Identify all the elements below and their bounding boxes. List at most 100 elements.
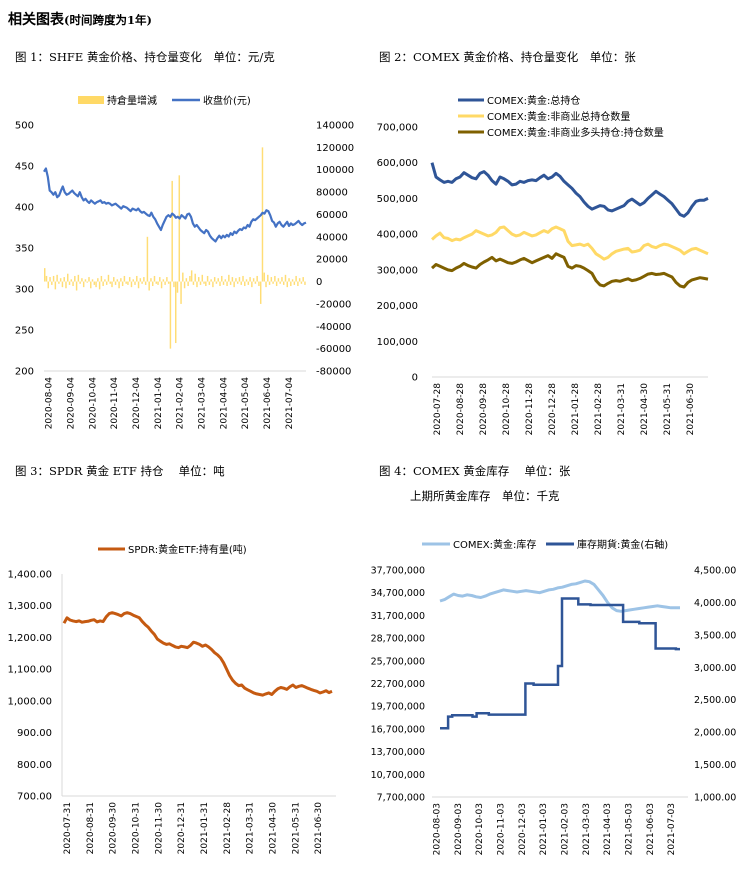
fig1-ytick-right: 140000 bbox=[316, 121, 354, 132]
fig1-xtick: 2021-03-04 bbox=[197, 377, 207, 430]
fig4-ytick-left: 13,700,000 bbox=[371, 747, 425, 758]
fig1-ytick-left: 250 bbox=[15, 326, 34, 337]
fig1-bar bbox=[219, 281, 221, 287]
fig1-bar bbox=[249, 277, 251, 282]
fig1-bar bbox=[47, 281, 50, 289]
fig1-ytick-right: 120000 bbox=[316, 143, 354, 154]
fig1-bar bbox=[157, 281, 159, 285]
fig1-bar bbox=[217, 278, 219, 282]
fig1-xtick: 2021-02-04 bbox=[176, 377, 186, 430]
fig4-xtick: 2021-04-03 bbox=[603, 803, 613, 855]
fig1-bar bbox=[229, 281, 232, 285]
fig1-ytick-right: -40000 bbox=[316, 322, 351, 333]
fig1-bar bbox=[222, 281, 225, 285]
fig2-xtick: 2021-01-28 bbox=[571, 383, 581, 436]
fig3-xtick: 2021-02-28 bbox=[223, 802, 233, 855]
section-title: 相关图表(时间跨度为1年) bbox=[8, 12, 152, 28]
fig1-bar bbox=[113, 277, 115, 282]
fig1-bar bbox=[59, 278, 62, 282]
fig2-xtick: 2020-12-28 bbox=[548, 383, 558, 436]
fig1-bar bbox=[114, 281, 117, 285]
fig1-xtick: 2021-06-04 bbox=[263, 377, 273, 430]
fig2-series-line bbox=[430, 225, 709, 261]
fig1-bar bbox=[93, 281, 96, 285]
fig1-bar bbox=[263, 272, 265, 282]
fig4-ytick-left: 28,700,000 bbox=[371, 634, 425, 645]
fig4-xtick: 2020-08-03 bbox=[432, 803, 442, 855]
fig1-bar bbox=[284, 274, 287, 282]
fig1-ytick-right: 0 bbox=[316, 277, 322, 288]
fig1-bar bbox=[159, 277, 161, 282]
fig1-bar bbox=[67, 273, 69, 282]
fig1-bar bbox=[300, 281, 303, 284]
fig2-ytick: 700,000 bbox=[377, 123, 418, 134]
fig3-series-line bbox=[62, 611, 333, 697]
fig1-bar bbox=[208, 281, 211, 285]
fig1-bar bbox=[187, 281, 189, 287]
fig1-bar bbox=[256, 275, 258, 282]
fig1-bar bbox=[49, 277, 51, 282]
fig1-bar bbox=[199, 281, 202, 285]
fig1-bar bbox=[167, 281, 170, 284]
fig1-bar bbox=[68, 281, 71, 285]
fig2-ytick: 0 bbox=[412, 373, 418, 384]
fig1-bar bbox=[51, 281, 53, 285]
fig1-bar bbox=[130, 281, 133, 288]
fig1-bar bbox=[102, 281, 104, 287]
fig1-bar bbox=[82, 281, 85, 288]
fig1-bar bbox=[180, 281, 182, 304]
fig2-xtick: 2021-03-31 bbox=[617, 383, 627, 435]
fig1-ytick-left: 200 bbox=[15, 367, 34, 378]
fig1-bar bbox=[247, 281, 250, 285]
fig1-bar bbox=[160, 281, 163, 289]
fig4-comex-line bbox=[439, 579, 680, 613]
fig3-xtick: 2020-09-30 bbox=[109, 802, 119, 855]
fig1-bar bbox=[279, 281, 281, 284]
fig2-ytick: 100,000 bbox=[377, 337, 418, 348]
fig1-bar bbox=[139, 278, 142, 282]
fig1-bar bbox=[70, 279, 73, 282]
fig1-bar bbox=[203, 281, 205, 284]
fig1-bar bbox=[79, 281, 81, 284]
fig2-xtick: 2020-08-28 bbox=[456, 383, 466, 436]
fig1-bar bbox=[105, 281, 108, 285]
fig1-bar bbox=[52, 275, 55, 282]
fig3-ytick: 1,200.00 bbox=[7, 633, 52, 644]
fig1-xtick: 2020-10-04 bbox=[88, 377, 98, 430]
fig1-bar bbox=[240, 281, 242, 285]
fig2-legend-label: COMEX:黄金:非商业多头持仓:持仓数量 bbox=[487, 126, 664, 139]
fig1-legend-swatch-oi bbox=[78, 96, 104, 104]
fig1-bar bbox=[91, 279, 94, 282]
fig1-bar bbox=[201, 274, 204, 282]
fig2-series-line bbox=[430, 162, 709, 218]
fig1-bar bbox=[88, 277, 90, 282]
fig1-xtick: 2021-04-04 bbox=[219, 377, 229, 430]
fig1-bar bbox=[182, 272, 184, 282]
fig3-xtick: 2021-06-30 bbox=[314, 802, 324, 855]
fig1-xtick: 2020-12-04 bbox=[132, 377, 142, 430]
fig1-bar bbox=[169, 281, 172, 349]
fig1-bar bbox=[162, 279, 165, 282]
fig1-bar bbox=[97, 278, 99, 282]
fig1-bar bbox=[213, 277, 216, 282]
fig1-xtick: 2020-11-04 bbox=[110, 377, 120, 430]
fig1-bar bbox=[173, 281, 175, 288]
fig3-xtick: 2020-10-31 bbox=[131, 802, 141, 854]
fig3-xtick: 2021-05-31 bbox=[291, 802, 301, 854]
fig1-price-line bbox=[43, 167, 307, 243]
fig4-xtick: 2020-10-03 bbox=[475, 803, 485, 855]
fig1-bar bbox=[141, 281, 143, 284]
fig1-bar bbox=[215, 281, 218, 284]
fig4-ytick-left: 37,700,000 bbox=[371, 566, 425, 577]
fig1-ytick-left: 500 bbox=[15, 121, 34, 132]
fig1-ytick-right: 60000 bbox=[316, 210, 348, 221]
fig1-bar bbox=[65, 281, 67, 289]
fig2-ytick: 400,000 bbox=[377, 230, 418, 241]
fig1-bar bbox=[270, 277, 273, 282]
fig3-ytick: 900.00 bbox=[17, 728, 52, 739]
fig1-bar bbox=[244, 281, 246, 287]
fig1-xtick: 2020-08-04 bbox=[45, 377, 55, 430]
fig3-xtick: 2020-08-31 bbox=[86, 802, 96, 854]
fig1-bar bbox=[198, 277, 200, 282]
fig1-bar bbox=[192, 281, 195, 285]
